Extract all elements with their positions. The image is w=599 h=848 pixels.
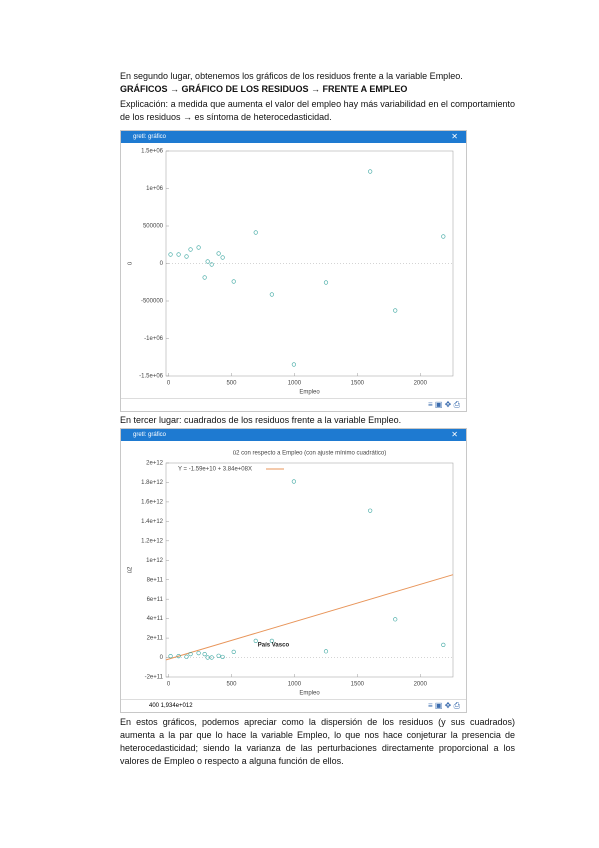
window-title: gretl: gráfico [133, 134, 167, 140]
point [368, 169, 373, 174]
y-tick-label: 500000 [143, 224, 164, 230]
y-tick-label: 2e+12 [146, 461, 164, 467]
toolbar: ≡ ▣ ✥ ⎙ [121, 398, 466, 411]
y-tick-label: 4e+11 [147, 616, 164, 622]
x-tick-label: 0 [167, 682, 171, 688]
point [168, 252, 173, 257]
point [291, 362, 296, 367]
chart: -1.5e+06 -1e+06 -500000 0 500000 1e+06 1.5e+06… [128, 149, 454, 396]
point [269, 292, 274, 297]
close-button[interactable]: ✕ [451, 132, 458, 141]
x-tick-label: 2000 [414, 381, 428, 387]
y-tick-label: 1e+12 [146, 558, 164, 564]
point [176, 654, 181, 659]
y-tick-label: 1.2e+12 [141, 538, 164, 544]
point [368, 508, 373, 513]
title-bar: gretl: gráfico ✕ [121, 429, 466, 441]
point [393, 617, 398, 622]
point [196, 651, 201, 656]
point [184, 654, 189, 659]
point [176, 252, 181, 257]
paragraph: En tercer lugar: cuadrados de los residu… [120, 415, 402, 425]
paragraph: Explicación: a medida que aumenta el val… [120, 99, 515, 122]
y-tick-label: 8e+11 [147, 577, 164, 583]
heading: GRÁFICOS → GRÁFICO DE LOS RESIDUOS → FRE… [120, 84, 408, 94]
plot-window: gretl: gráfico ✕ -1.5e+06 -1e+06 -500000 0 50… [120, 130, 467, 412]
point [220, 654, 225, 660]
point [209, 262, 214, 267]
y-tick-label: -1.5e+06 [139, 374, 164, 380]
point [205, 655, 210, 660]
point [202, 652, 207, 657]
x-tick-label: 500 [226, 381, 237, 387]
fit-line [165, 574, 454, 661]
paragraph: En estos gráficos, podemos apreciar como… [120, 717, 515, 766]
status-bar: 400 1,934e+012 ≡ ▣ ✥ ⎙ [121, 699, 466, 712]
point [184, 254, 189, 259]
chart-title: û2 con respecto a Empleo (con ajuste mín… [233, 451, 386, 457]
point [253, 638, 258, 644]
y-tick-label: 1e+06 [146, 186, 164, 192]
point [216, 653, 221, 658]
point [188, 652, 193, 657]
point [168, 654, 173, 659]
plot-window: gretl: gráfico ✕ û2 con respecto a Empleo… [120, 428, 467, 713]
x-tick-label: 1000 [288, 682, 302, 688]
point [216, 251, 221, 256]
point [220, 255, 225, 260]
point [441, 234, 446, 239]
y-tick-label: 1.4e+12 [141, 519, 164, 525]
x-tick-label: 500 [226, 682, 237, 688]
x-tick-label: 1500 [351, 381, 365, 387]
point [269, 638, 274, 644]
y-tick-label: -2e+11 [145, 675, 164, 681]
paragraph: En segundo lugar, obtenemos los gráficos… [120, 71, 463, 81]
y-tick-label: -1e+06 [144, 336, 164, 342]
y-tick-label: 1.6e+12 [141, 499, 164, 505]
legend-label: Y = -1.59e+10 + 3.84e+08X [178, 467, 252, 473]
point [231, 649, 236, 655]
point [323, 649, 329, 654]
point [441, 642, 446, 647]
x-tick-label: 1000 [288, 381, 302, 387]
point [205, 259, 210, 264]
point [196, 245, 201, 250]
x-tick-label: 1500 [351, 682, 365, 688]
y-tick-label: 0 [160, 655, 164, 661]
y-tick-label: 6e+11 [147, 597, 164, 603]
x-axis-label: Empleo [299, 691, 320, 697]
point [291, 479, 296, 484]
x-tick-label: 2000 [414, 682, 428, 688]
y-axis-label: û [128, 262, 134, 265]
point [323, 280, 329, 285]
y-tick-label: 1.5e+06 [141, 149, 164, 155]
x-axis-label: Empleo [299, 390, 320, 396]
point [253, 230, 258, 235]
toolbar-icons[interactable]: ≡ ▣ ✥ ⎙ [428, 701, 460, 710]
y-tick-label: -500000 [141, 299, 164, 305]
point [202, 275, 207, 280]
x-tick-label: 0 [167, 381, 171, 387]
y-tick-label: 1.8e+12 [141, 480, 164, 486]
y-tick-label: 2e+11 [147, 636, 164, 642]
title-bar: gretl: gráfico ✕ [121, 131, 466, 143]
y-tick-label: 0 [160, 261, 164, 267]
point [188, 247, 193, 252]
toolbar-icons[interactable]: ≡ ▣ ✥ ⎙ [428, 400, 460, 409]
chart: û2 con respecto a Empleo (con ajuste mín… [128, 451, 454, 697]
close-button[interactable]: ✕ [451, 430, 458, 439]
status-text: 400 1,934e+012 [149, 703, 193, 709]
annotation: País Vasco [258, 642, 290, 648]
point [209, 655, 214, 660]
plot-frame [165, 462, 454, 678]
y-axis-label: û2 [128, 566, 134, 573]
point [231, 279, 236, 284]
window-title: gretl: gráfico [133, 432, 167, 438]
point [393, 308, 398, 313]
